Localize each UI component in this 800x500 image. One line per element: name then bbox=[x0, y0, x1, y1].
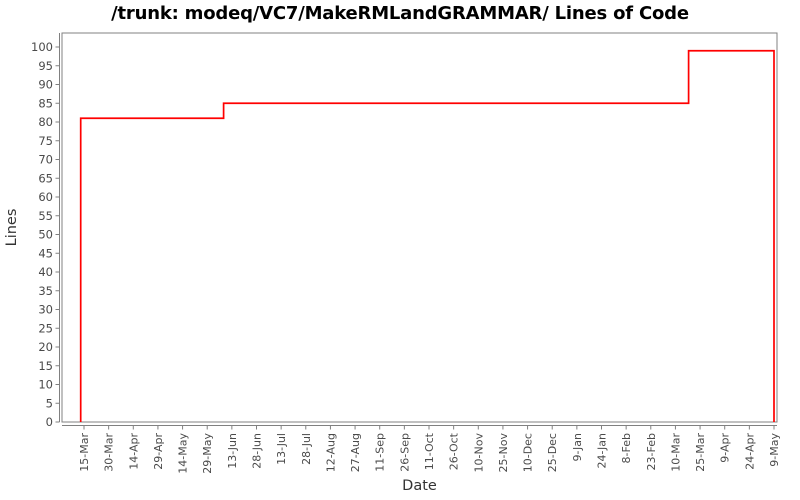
y-tick-label: 85 bbox=[38, 96, 53, 110]
x-tick-label: 14-May bbox=[177, 433, 190, 474]
y-tick-label: 10 bbox=[38, 378, 53, 392]
x-tick-label: 13-Jul bbox=[275, 433, 288, 465]
x-tick-label: 15-Mar bbox=[78, 433, 91, 472]
y-tick-label: 80 bbox=[38, 115, 53, 129]
x-tick-label: 28-Jul bbox=[300, 433, 313, 465]
y-tick-label: 70 bbox=[38, 153, 53, 167]
y-tick-label: 15 bbox=[38, 359, 53, 373]
y-tick-label: 40 bbox=[38, 265, 53, 279]
x-tick-label: 23-Feb bbox=[645, 433, 658, 470]
x-tick-label: 27-Aug bbox=[349, 433, 362, 472]
y-tick-label: 60 bbox=[38, 190, 53, 204]
x-tick-label: 9-May bbox=[768, 433, 781, 467]
y-tick-label: 65 bbox=[38, 171, 53, 185]
x-tick-label: 9-Apr bbox=[719, 433, 732, 463]
y-tick-label: 0 bbox=[46, 415, 53, 429]
chart-title: /trunk: modeq/VC7/MakeRMLandGRAMMAR/ Lin… bbox=[111, 3, 689, 24]
x-tick-label: 25-Nov bbox=[497, 433, 510, 473]
x-axis-title: Date bbox=[402, 478, 437, 494]
x-tick-label: 25-Mar bbox=[694, 433, 707, 472]
x-tick-label: 30-Mar bbox=[103, 433, 116, 472]
y-tick-label: 95 bbox=[38, 59, 53, 73]
y-tick-label: 50 bbox=[38, 228, 53, 242]
x-tick-label: 26-Sep bbox=[398, 433, 411, 472]
y-tick-label: 20 bbox=[38, 340, 53, 354]
x-tick-label: 26-Oct bbox=[448, 432, 461, 470]
y-axis-title: Lines bbox=[4, 209, 20, 247]
x-tick-label: 10-Mar bbox=[669, 433, 682, 472]
y-tick-label: 75 bbox=[38, 134, 53, 148]
x-tick-label: 24-Jan bbox=[596, 433, 609, 469]
x-tick-label: 9-Jan bbox=[571, 433, 584, 462]
x-tick-label: 11-Oct bbox=[423, 432, 436, 470]
y-tick-label: 45 bbox=[38, 246, 53, 260]
x-tick-label: 10-Dec bbox=[522, 433, 535, 472]
y-tick-label: 55 bbox=[38, 209, 53, 223]
x-tick-label: 29-Apr bbox=[152, 433, 165, 470]
x-tick-label: 24-Apr bbox=[743, 433, 756, 470]
loc-series-line bbox=[79, 49, 775, 422]
plot-area-border bbox=[61, 32, 778, 423]
y-tick-label: 25 bbox=[38, 321, 53, 335]
x-tick-label: 25-Dec bbox=[546, 433, 559, 472]
x-tick-label: 29-May bbox=[201, 433, 214, 474]
y-tick-label: 35 bbox=[38, 284, 53, 298]
y-tick-label: 100 bbox=[31, 40, 53, 54]
x-tick-label: 8-Feb bbox=[620, 433, 633, 463]
x-tick-label: 10-Nov bbox=[472, 433, 485, 473]
x-tick-label: 14-Apr bbox=[127, 433, 140, 470]
y-tick-label: 90 bbox=[38, 78, 53, 92]
x-tick-label: 28-Jun bbox=[251, 433, 264, 469]
y-tick-label: 30 bbox=[38, 303, 53, 317]
y-tick-label: 5 bbox=[46, 396, 53, 410]
x-tick-label: 11-Sep bbox=[374, 433, 387, 472]
x-tick-label: 12-Aug bbox=[324, 433, 337, 472]
x-tick-label: 13-Jun bbox=[226, 433, 239, 469]
